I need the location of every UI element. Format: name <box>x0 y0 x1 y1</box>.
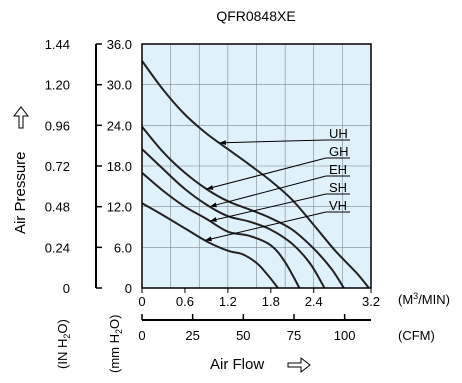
series-line-vh <box>141 202 279 289</box>
legend-leader-gh <box>206 157 327 190</box>
legend-arrowhead <box>219 140 226 146</box>
inh2o-tick-label: 0.24 <box>45 240 70 255</box>
mmh2o-tick-label: 12.0 <box>107 200 132 215</box>
legend-arrowhead <box>209 217 217 222</box>
legend-label-gh: GH <box>329 144 349 159</box>
chart-title: QFR0848XE <box>216 8 295 24</box>
x-tick-label: 1.8 <box>262 294 280 309</box>
up-arrow-icon <box>12 106 30 129</box>
inh2o-tick-label: 0.48 <box>45 200 70 215</box>
series-line-sh <box>141 172 301 289</box>
legend-label-eh: EH <box>329 162 347 177</box>
legend-label-uh: UH <box>329 126 348 141</box>
grid-lines <box>142 44 371 288</box>
mmh2o-unit-group: (mm H2O) <box>107 315 124 373</box>
y-axes: 0 0 6.0 0.24 12.0 0.48 18.0 0.72 24.0 0.96 30.0 1.2… <box>45 37 132 296</box>
legend: UH GH EH SH VH <box>326 126 350 213</box>
inh2o-tick-label: 0.72 <box>45 159 70 174</box>
x-tick-label: 0 <box>138 294 145 309</box>
inh2o-tick-label: 1.20 <box>45 78 70 93</box>
x-tick-label: 0.6 <box>176 294 194 309</box>
x-unit-label: (M3/MIN) <box>398 291 450 307</box>
mmh2o-tick-label: 24.0 <box>107 118 132 133</box>
cfm-tick-label: 100 <box>334 328 356 343</box>
series-line-eh <box>141 148 326 289</box>
plot-frame <box>141 43 372 289</box>
mmh2o-tick-label: 36.0 <box>107 37 132 52</box>
inh2o-unit-label: (IN H2O) <box>55 319 72 369</box>
legend-leader-sh <box>209 193 327 222</box>
legend-label-sh: SH <box>329 180 347 195</box>
mmh2o-tick-label: 6.0 <box>114 240 132 255</box>
series-line-uh <box>141 60 370 289</box>
legend-arrowhead <box>204 236 212 242</box>
mmh2o-tick-label: 18.0 <box>107 159 132 174</box>
x-tick-label: 1.2 <box>219 294 237 309</box>
mmh2o-tick-label: 0 <box>125 281 132 296</box>
cfm-tick-label: 75 <box>287 328 301 343</box>
cfm-tick-label: 0 <box>138 328 145 343</box>
cfm-unit-label: (CFM) <box>398 328 435 343</box>
x-tick-label: 2.4 <box>305 294 323 309</box>
x-tick-label: 3.2 <box>362 294 380 309</box>
legend-arrowhead <box>206 185 214 190</box>
curve-group <box>141 60 370 289</box>
legend-leader-uh <box>219 139 327 144</box>
y-axis-title: Air Pressure <box>12 151 29 234</box>
inh2o-tick-label: 0.96 <box>45 118 70 133</box>
legend-arrowhead <box>209 202 217 208</box>
legend-leader-lines <box>204 139 327 242</box>
cfm-tick-label: 50 <box>236 328 250 343</box>
legend-leader-vh <box>204 211 327 241</box>
inh2o-unit-group: (IN H2O) <box>55 319 72 369</box>
legend-label-vh: VH <box>329 198 347 213</box>
right-arrow-icon <box>287 356 311 374</box>
inh2o-tick-label: 1.44 <box>45 37 70 52</box>
x-axis-title: Air Flow <box>210 356 264 373</box>
y-axis-title-group: Air Pressure <box>12 106 30 234</box>
mmh2o-tick-label: 30.0 <box>107 78 132 93</box>
x-axis-ticks: 0 0.6 1.2 1.8 2.4 3.2 <box>138 288 380 309</box>
inh2o-tick-label: 0 <box>63 281 70 296</box>
mmh2o-unit-label: (mm H2O) <box>107 315 124 373</box>
legend-leader-eh <box>209 175 327 208</box>
cfm-axis: 0 25 50 75 100 <box>138 314 371 343</box>
series-line-gh <box>141 126 345 289</box>
cfm-tick-label: 25 <box>185 328 199 343</box>
